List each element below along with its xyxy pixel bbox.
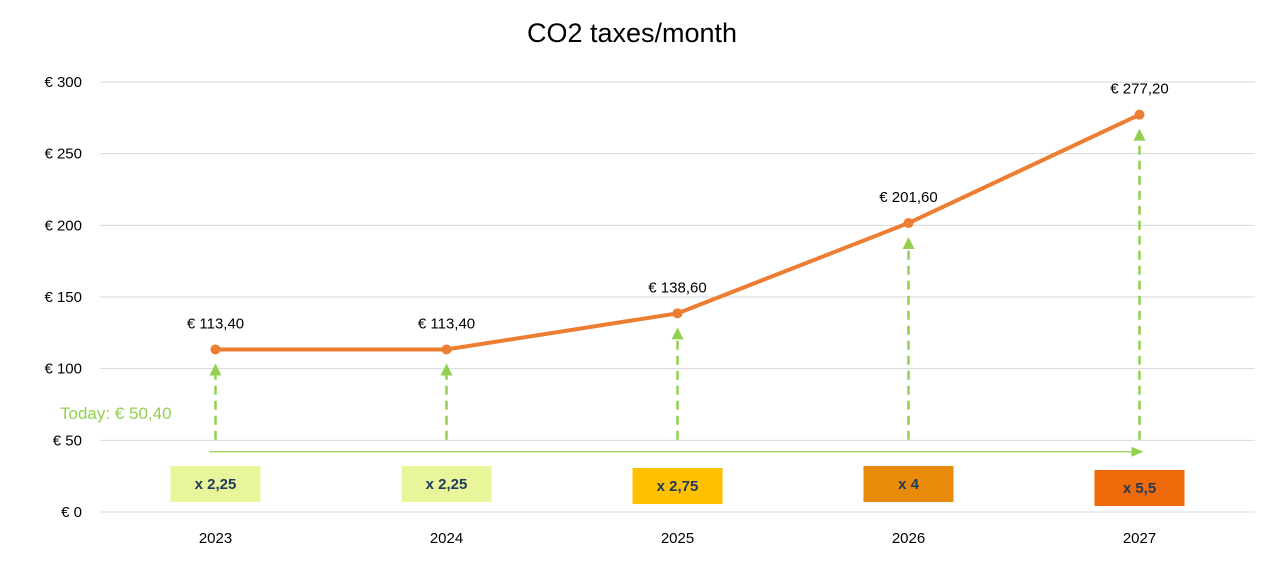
- multiplier-box: [170, 466, 261, 502]
- multiplier-label: x 2,25: [426, 476, 468, 493]
- data-label: € 277,20: [1110, 81, 1168, 98]
- y-tick-label: € 250: [44, 146, 82, 163]
- data-point: [1134, 109, 1145, 120]
- y-axis-ticks: € 0 € 50 € 100 € 150 € 200 € 250 € 300: [44, 74, 82, 521]
- y-tick-label: € 200: [44, 217, 82, 234]
- data-label: € 113,40: [187, 315, 244, 332]
- increase-arrows: [209, 128, 1146, 457]
- increase-arrow-head: [1133, 128, 1146, 141]
- data-labels: € 113,40 € 113,40 € 138,60 € 201,60 € 277,20: [187, 81, 1169, 333]
- multiplier-box: [863, 466, 954, 502]
- data-label: € 113,40: [418, 315, 475, 332]
- increase-arrow-head: [209, 363, 222, 376]
- multiplier-label: x 4: [898, 476, 920, 493]
- multiplier-label: x 2,25: [195, 476, 237, 493]
- increase-arrow-head: [671, 327, 684, 340]
- multiplier-box: [632, 468, 723, 504]
- y-tick-label: € 0: [61, 504, 82, 521]
- series-line: [210, 109, 1145, 355]
- multiplier-boxes: x 2,25 x 2,25 x 2,75 x 4 x 5,5: [170, 466, 1185, 506]
- increase-arrow-head: [902, 237, 915, 250]
- multiplier-label: x 2,75: [657, 478, 699, 495]
- x-tick-label: 2026: [892, 530, 925, 547]
- y-tick-label: € 100: [44, 361, 82, 378]
- today-baseline-arrowhead: [1131, 446, 1144, 457]
- data-point: [210, 344, 221, 355]
- increase-arrow-head: [440, 363, 453, 376]
- x-tick-label: 2023: [199, 530, 232, 547]
- y-tick-label: € 150: [44, 289, 82, 306]
- x-tick-label: 2024: [430, 530, 463, 547]
- x-axis-ticks: 2023 2024 2025 2026 2027: [199, 530, 1156, 547]
- data-point: [903, 218, 914, 229]
- x-tick-label: 2027: [1123, 530, 1156, 547]
- data-label: € 201,60: [879, 189, 937, 206]
- y-tick-label: € 50: [53, 432, 82, 449]
- chart-title: CO2 taxes/month: [527, 18, 737, 48]
- x-tick-label: 2025: [661, 530, 694, 547]
- today-label: Today: € 50,40: [60, 404, 172, 423]
- multiplier-label: x 5,5: [1123, 480, 1156, 497]
- data-point: [441, 344, 452, 355]
- data-point: [672, 308, 683, 319]
- y-tick-label: € 300: [44, 74, 82, 91]
- data-label: € 138,60: [648, 279, 706, 296]
- gridlines: [100, 81, 1255, 513]
- multiplier-box: [401, 466, 492, 502]
- multiplier-box: [1094, 470, 1185, 506]
